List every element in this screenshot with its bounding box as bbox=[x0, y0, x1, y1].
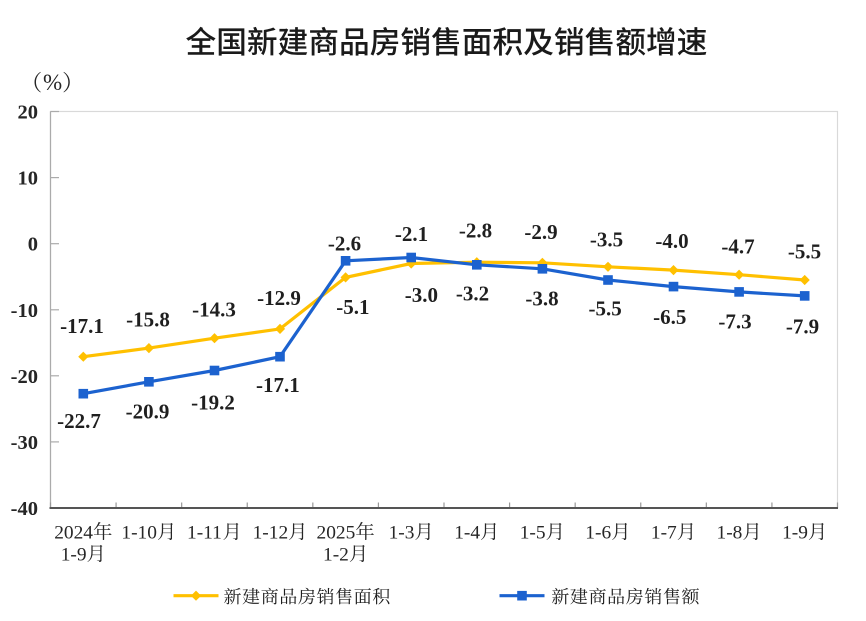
svg-text:-2.8: -2.8 bbox=[459, 218, 492, 242]
svg-text:-12.9: -12.9 bbox=[257, 286, 301, 310]
svg-text:-3.2: -3.2 bbox=[456, 282, 489, 306]
svg-text:1-9: 1-9 bbox=[782, 523, 808, 544]
svg-text:-7.3: -7.3 bbox=[718, 310, 751, 334]
svg-text:-40: -40 bbox=[11, 498, 38, 520]
svg-text:-2.1: -2.1 bbox=[395, 222, 428, 246]
svg-text:1-6: 1-6 bbox=[585, 523, 611, 544]
svg-text:1-7: 1-7 bbox=[651, 523, 677, 544]
svg-text:-14.3: -14.3 bbox=[192, 298, 236, 322]
svg-text:-17.1: -17.1 bbox=[256, 373, 300, 397]
svg-text:1-10: 1-10 bbox=[121, 523, 157, 544]
svg-text:1-11: 1-11 bbox=[187, 523, 222, 544]
svg-text:-20.9: -20.9 bbox=[126, 400, 170, 424]
svg-text:-3.5: -3.5 bbox=[590, 227, 623, 251]
svg-text:-17.1: -17.1 bbox=[60, 314, 104, 338]
svg-text:2024: 2024 bbox=[54, 523, 93, 544]
svg-text:-4.0: -4.0 bbox=[655, 229, 688, 253]
svg-text:-19.2: -19.2 bbox=[191, 390, 235, 414]
svg-text:-10: -10 bbox=[11, 300, 38, 322]
svg-text:-20: -20 bbox=[11, 366, 38, 388]
svg-text:1-12: 1-12 bbox=[253, 523, 289, 544]
svg-text:-15.8: -15.8 bbox=[126, 308, 170, 332]
svg-text:-3.0: -3.0 bbox=[405, 283, 438, 307]
svg-text:10: 10 bbox=[18, 168, 39, 190]
svg-text:2025: 2025 bbox=[317, 523, 356, 544]
svg-text:1-2: 1-2 bbox=[323, 545, 349, 566]
svg-text:-2.9: -2.9 bbox=[524, 220, 557, 244]
svg-text:1-5: 1-5 bbox=[520, 523, 546, 544]
svg-text:0: 0 bbox=[28, 234, 38, 256]
svg-text:-5.5: -5.5 bbox=[588, 296, 621, 320]
svg-text:-6.5: -6.5 bbox=[653, 305, 686, 329]
svg-text:-2.6: -2.6 bbox=[328, 231, 361, 255]
svg-text:%: % bbox=[43, 70, 62, 95]
svg-text:-5.1: -5.1 bbox=[336, 295, 369, 319]
svg-text:1-9: 1-9 bbox=[61, 545, 87, 566]
svg-text:-3.8: -3.8 bbox=[525, 286, 558, 310]
svg-text:-30: -30 bbox=[11, 432, 38, 454]
svg-text:1-4: 1-4 bbox=[454, 523, 480, 544]
svg-text:-5.5: -5.5 bbox=[788, 240, 821, 264]
svg-text:1-3: 1-3 bbox=[389, 523, 415, 544]
svg-text:-22.7: -22.7 bbox=[57, 409, 101, 433]
svg-text:-4.7: -4.7 bbox=[721, 234, 754, 258]
svg-text:1-8: 1-8 bbox=[717, 523, 743, 544]
svg-text:20: 20 bbox=[18, 102, 39, 124]
svg-text:-7.9: -7.9 bbox=[786, 315, 819, 339]
